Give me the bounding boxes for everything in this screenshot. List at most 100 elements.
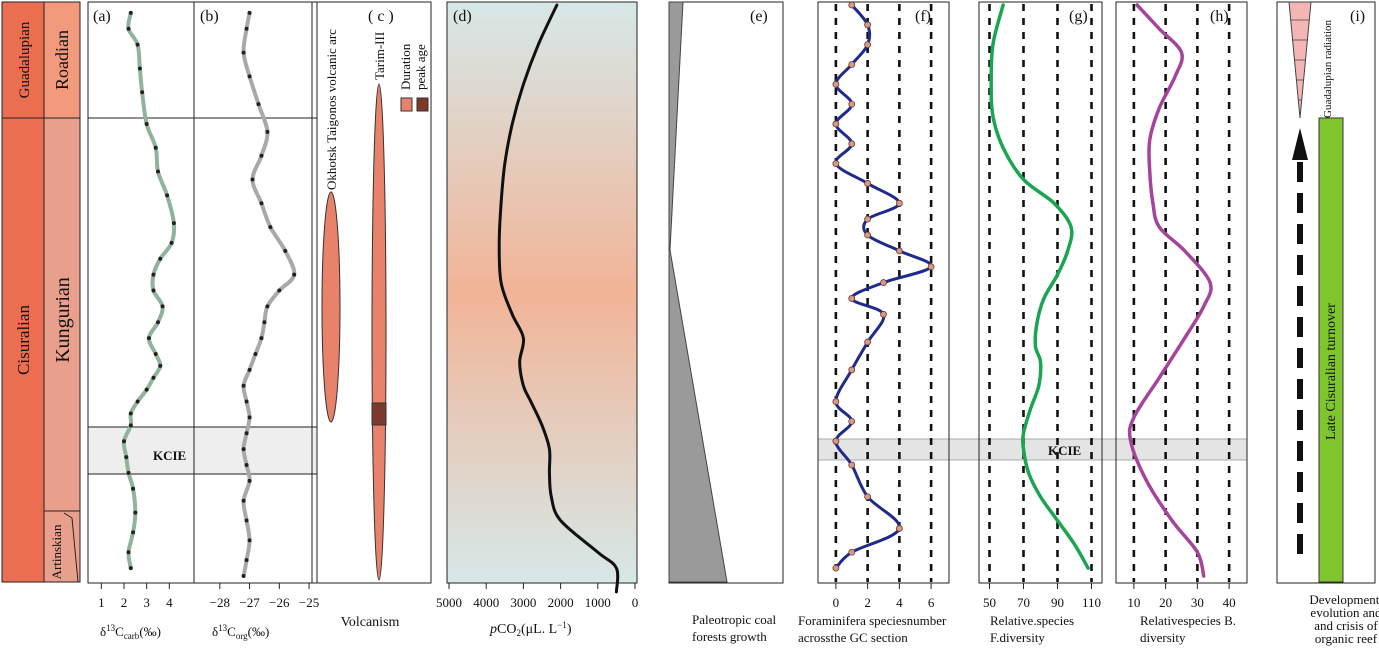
panel-f-data-point [848,417,856,425]
panel-a-data-point [128,566,133,571]
panel-f-tick-label: 4 [896,595,903,610]
panel-a-data-point [135,399,140,404]
panel-a-data-point [146,336,151,341]
panel-c-xlabel: Volcanism [341,615,400,630]
panel-d-tick-label: 5000 [436,595,462,610]
panel-a-data-point [128,423,133,428]
panel-f-data-point [832,80,840,88]
panel-f-tick-label: 6 [928,595,935,610]
panel-g-xlabel-2: F.diversity [990,630,1045,645]
panel-b-data-point [268,225,273,230]
panel-b-series-line [241,10,297,579]
panel-c: ( c ) Okhotsk Taigonos volcanic arc Tari… [311,1,432,630]
panel-b-data-point [277,288,282,293]
stage-roadian: Roadian [52,30,72,90]
panel-a-data-point [131,530,136,535]
legend-duration-swatch [400,97,413,112]
panel-f-data-point [864,493,872,501]
panel-f-data-point [848,1,856,9]
panel-d-series-line [497,3,620,594]
panel-c-label: ( c ) [368,8,394,25]
panel-b-data-point [247,538,252,543]
turnover-label: Late Cisuralian turnover [1324,303,1339,440]
panel-f-data-point [927,263,935,271]
panel-a-data-point [126,26,131,31]
series-cisuralian: Cisuralian [14,305,33,375]
panel-h-curve [1127,3,1213,578]
panel-d-tick-label: 2000 [548,595,574,610]
series-guadalupian: Guadalupian [17,21,33,98]
panel-b-data-point [247,478,252,483]
panel-b-ticks: −28 −27 −26 −25 [210,583,319,610]
panel-d-tick-label: 4000 [473,595,499,610]
panel-b-tick-label: −27 [239,595,260,610]
panel-i-xlabel-2: evolution and [1310,605,1379,620]
panel-d-curve [497,3,620,594]
development-arrow-head [1292,128,1308,160]
okhotsk-duration [321,191,341,423]
panel-a-data-point [126,470,131,475]
panel-a-data-point [156,169,160,174]
panel-b-data-point [259,201,264,206]
panel-b-tick-label: −25 [299,595,319,610]
panel-a-data-point [158,256,163,261]
tarim-label: Tarim-III [372,32,387,80]
panel-a-data-point [135,42,140,47]
panel-e-label: (e) [750,8,768,25]
panel-h-xlabel-1: Relativespecies B. [1140,613,1236,628]
panel-b-data-point [244,558,249,563]
panel-g-curve [989,3,1090,570]
panel-f-label: (f) [915,8,931,25]
panel-b-data-point [244,26,249,31]
panel-a-data-point [151,375,156,380]
kcie-label-fgh: KCIE [1048,443,1081,458]
turnover-bar [1318,117,1344,583]
panel-a-data-point [137,66,142,71]
panel-a-tick-label: 1 [98,595,105,610]
panel-h-grid [1132,4,1231,582]
legend-peak-age: peak age [413,44,428,90]
panel-e-xlabel-1: Paleotropic coal [692,612,776,627]
panel-f-data-point [848,295,856,302]
panel-d-label: (d) [453,8,472,25]
panel-f-data-point [848,548,856,556]
panel-h-tick-label: 20 [1159,595,1172,610]
panel-b-data-point [241,574,246,579]
panel-h: 10 20 30 40 (h) Relativespecies B. diversit… [1115,1,1248,645]
panel-f-curve [832,1,935,572]
panel-f-xlabel-1: Foraminifera speciesnumber [798,613,947,628]
panel-e: (e) Paleotropic coal forests growth [668,1,784,644]
panel-b-data-point [241,447,246,452]
stratigraphy-column: Guadalupian Cisuralian Roadian Kungurian… [1,1,81,583]
panel-f-data-point [880,310,887,318]
panel-b-data-point [244,463,249,467]
panel-h-xlabel-2: diversity [1140,630,1186,645]
panel-b-data-point [259,153,264,158]
panel-b-tick-label: −26 [269,595,290,610]
panel-b-data-point [241,50,246,55]
panel-b-xlabel: δ13Corg(‰) [212,623,269,641]
legend-peak-swatch [416,97,429,112]
panel-b-data-point [247,74,252,79]
panel-f-data-point [895,247,903,255]
panel-a-data-point [128,10,133,15]
panel-g: 50 70 90 110 (g) Relative.species F.diversi… [978,1,1103,645]
panel-a-tick-label: 3 [143,595,150,610]
panel-f-data-point [848,366,856,374]
panel-a-data-point [144,387,149,392]
panel-a-data-point [133,510,138,515]
panel-f-data-point [895,525,903,532]
panel-g-tick-label: 70 [1017,595,1030,610]
panel-a-data-point [140,90,145,95]
legend-duration: Duration [398,43,413,90]
panel-b-data-point [241,498,246,503]
panel-d-ticks: 5000 4000 3000 2000 1000 0 [436,583,638,610]
panel-f-grid [834,4,933,582]
panel-f-data-point [864,338,872,346]
panel-e-xlabel-2: forests growth [692,629,767,644]
panel-d-tick-label: 3000 [510,595,536,610]
panel-f-tick-label: 0 [833,595,840,610]
panel-d-tick-label: 0 [632,595,639,610]
